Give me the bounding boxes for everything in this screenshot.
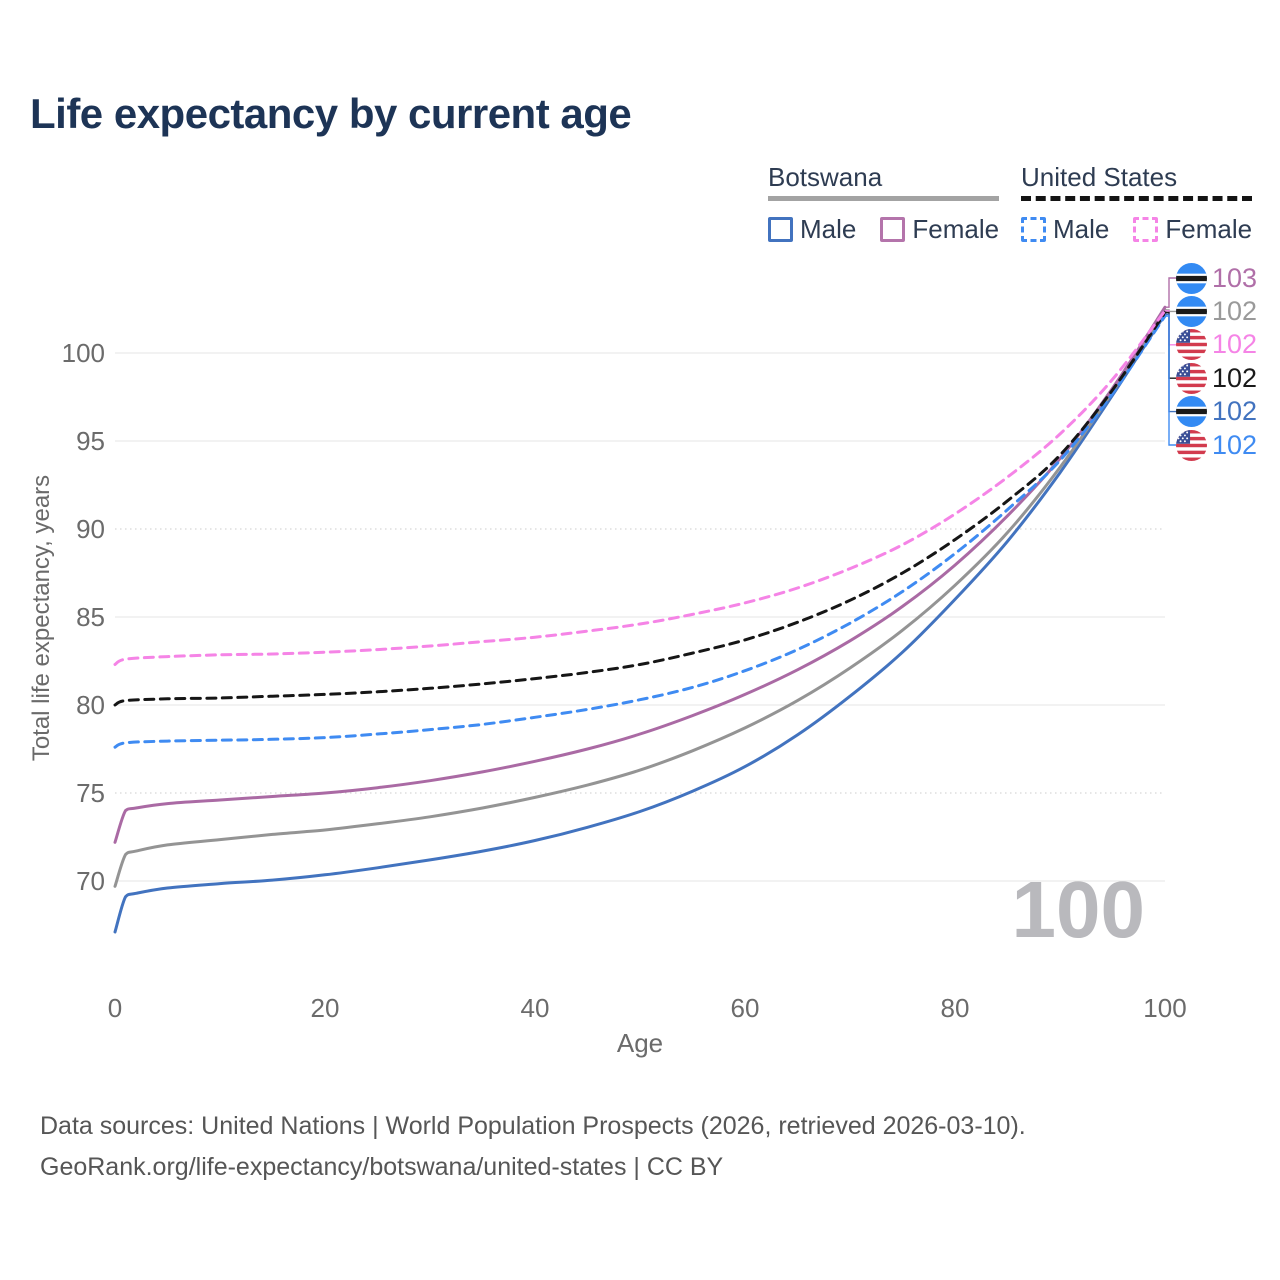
end-label-row-botswana-total: 102 — [1176, 295, 1258, 327]
end-label-value: 102 — [1212, 396, 1258, 427]
x-tick-label-80: 80 — [940, 993, 970, 1023]
end-label-value: 102 — [1212, 362, 1258, 393]
footer-data-sources: Data sources: United Nations | World Pop… — [40, 1112, 1026, 1140]
end-label-value: 103 — [1212, 262, 1258, 293]
age-hover-watermark: 100 — [1011, 865, 1145, 954]
y-tick-label-75: 75 — [76, 778, 105, 808]
us-male-swatch-icon — [1021, 217, 1046, 242]
footer: Data sources: United Nations | World Pop… — [40, 1106, 1026, 1188]
legend-group-botswana: Botswana Male Female — [768, 162, 1000, 245]
legend-item-label: Male — [800, 214, 857, 244]
legend-item-botswana-male[interactable]: Male — [768, 214, 856, 245]
series-line-us-female[interactable] — [113, 309, 1167, 666]
us-flag-icon — [1176, 329, 1207, 361]
botswana-flag-icon — [1176, 396, 1207, 428]
end-label-row-botswana-female: 103 — [1176, 262, 1258, 294]
end-label-connector-us-male — [1165, 315, 1176, 446]
x-tick-label-40: 40 — [520, 993, 550, 1023]
series-line-botswana-female[interactable] — [113, 305, 1167, 844]
y-tick-label-95: 95 — [76, 426, 105, 456]
y-tick-label-100: 100 — [61, 338, 105, 368]
legend-item-label: Female — [1165, 214, 1253, 244]
end-label-value: 102 — [1212, 329, 1258, 360]
page-title: Life expectancy by current age — [30, 90, 632, 137]
legend-items-united-states: Male Female — [1021, 214, 1252, 245]
series-line-us-male[interactable] — [113, 314, 1167, 749]
end-label-connector-botswana-female — [1165, 277, 1176, 308]
y-axis-title: Total life expectancy, years — [28, 474, 55, 762]
series-line-botswana-male[interactable] — [113, 312, 1167, 934]
y-tick-label-90: 90 — [76, 514, 105, 544]
botswana-flag-icon — [1176, 295, 1207, 327]
end-label-row-us-female: 102 — [1176, 329, 1258, 361]
y-tick-label-80: 80 — [76, 690, 105, 720]
legend-underline-us-total-line-swatch — [1021, 196, 1253, 201]
botswana-flag-icon — [1176, 262, 1207, 294]
footer-attribution-link[interactable]: GeoRank.org/life-expectancy/botswana/uni… — [40, 1153, 724, 1181]
legend-item-us-female[interactable]: Female — [1133, 214, 1252, 245]
us-flag-icon — [1176, 429, 1207, 461]
legend-items-botswana: Male Female — [768, 214, 999, 245]
y-tick-label-85: 85 — [76, 602, 105, 632]
x-tick-label-20: 20 — [310, 993, 340, 1023]
botswana-female-swatch-icon — [880, 217, 906, 242]
legend-item-label: Female — [912, 214, 1000, 244]
series-line-botswana-total[interactable] — [113, 308, 1167, 888]
legend-item-label: Male — [1053, 214, 1110, 244]
end-label-row-us-total: 102 — [1176, 362, 1258, 394]
legend-item-us-male[interactable]: Male — [1021, 214, 1109, 245]
legend-item-botswana-female[interactable]: Female — [880, 214, 999, 245]
end-label-value: 102 — [1212, 295, 1258, 326]
legend-group-label-united-states[interactable]: United States — [1021, 162, 1178, 192]
end-label-value: 102 — [1212, 429, 1258, 460]
legend-group-united-states: United States Male Female — [1021, 162, 1253, 245]
x-tick-label-0: 0 — [107, 993, 123, 1023]
end-label-row-us-male: 102 — [1176, 429, 1258, 461]
x-tick-label-100: 100 — [1143, 993, 1187, 1023]
legend-underline-botswana-total-line-swatch — [768, 196, 1000, 201]
us-flag-icon — [1176, 362, 1207, 394]
us-female-swatch-icon — [1133, 217, 1159, 242]
botswana-male-swatch-icon — [768, 217, 793, 242]
x-tick-label-60: 60 — [730, 993, 760, 1023]
x-axis-title: Age — [616, 1028, 664, 1058]
end-label-connector-botswana-male — [1165, 313, 1176, 413]
series-line-us-total[interactable] — [113, 311, 1167, 707]
legend-group-label-botswana[interactable]: Botswana — [768, 162, 883, 192]
end-label-row-botswana-male: 102 — [1176, 396, 1258, 428]
y-tick-label-70: 70 — [76, 866, 105, 896]
